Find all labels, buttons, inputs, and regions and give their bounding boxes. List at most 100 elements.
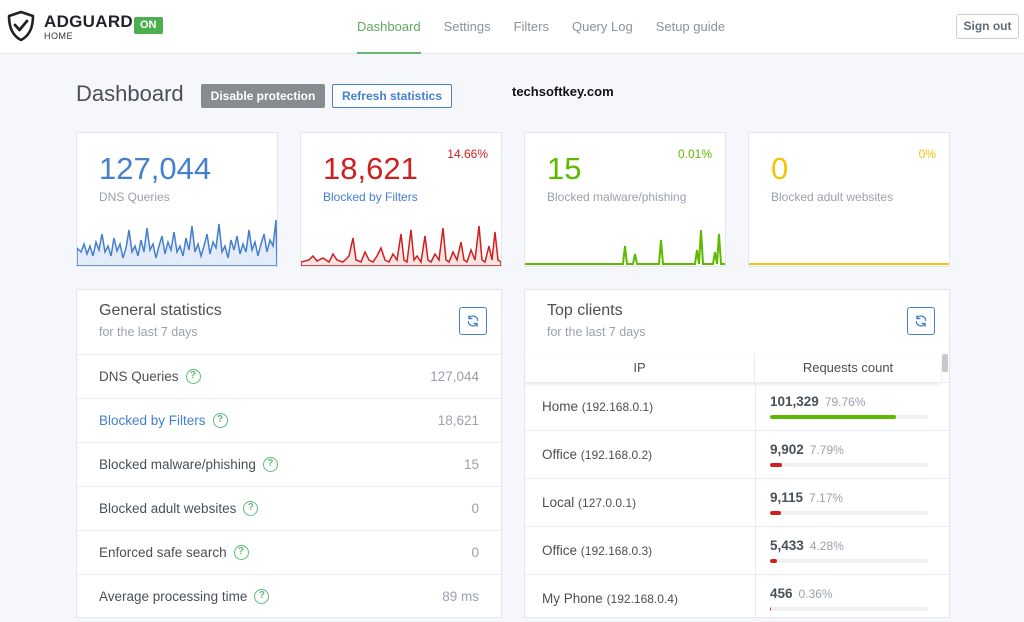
top-header: ADGUARD HOME ON Dashboard Settings Filte… (0, 0, 1024, 54)
stat-row-malware: Blocked malware/phishing? 15 (77, 442, 501, 486)
help-icon[interactable]: ? (185, 369, 201, 384)
request-count: 456 0.36% (770, 586, 833, 601)
stat-percent: 14.66% (447, 147, 488, 161)
request-percent: 0.36% (798, 587, 833, 601)
stat-label: Blocked adult websites (771, 190, 894, 204)
request-progress-bar (770, 559, 928, 563)
client-name-text: Home (542, 399, 579, 414)
client-ip: (127.0.0.1) (578, 496, 637, 510)
client-row: My Phone (192.168.0.4) 456 0.36% (525, 574, 949, 617)
stat-value: 0 (771, 151, 789, 186)
sparkline-dns-queries (77, 219, 277, 266)
help-icon[interactable]: ? (262, 457, 278, 472)
column-divider (755, 479, 756, 527)
client-row: Office (192.168.0.3) 5,433 4.28% (525, 526, 949, 575)
request-count: 5,433 4.28% (770, 538, 844, 553)
stat-label: DNS Queries (99, 190, 170, 204)
stat-percent: 0.01% (677, 147, 712, 161)
client-row: Home (192.168.0.1) 101,329 79.76% (525, 382, 949, 431)
shield-check-icon (7, 10, 35, 42)
client-ip: (192.168.0.3) (580, 544, 653, 558)
help-icon[interactable]: ? (212, 413, 228, 428)
row-label: Blocked adult websites? (99, 501, 259, 516)
request-percent: 79.76% (824, 395, 866, 409)
column-divider (755, 431, 756, 479)
page-title: Dashboard (76, 81, 184, 106)
top-clients-panel: Top clients for the last 7 days IP Reque… (524, 289, 950, 618)
watermark-text: techsoftkey.com (512, 84, 614, 99)
client-ip: (192.168.0.1) (581, 400, 654, 414)
refresh-icon (467, 315, 479, 327)
row-value: 127,044 (430, 369, 479, 384)
clients-refresh-button[interactable] (907, 307, 935, 335)
client-row: Office (192.168.0.2) 9,902 7.79% (525, 430, 949, 479)
sign-out-button[interactable]: Sign out (956, 14, 1019, 39)
help-icon[interactable]: ? (254, 589, 270, 604)
request-count-value: 101,329 (770, 394, 819, 409)
stat-value: 127,044 (99, 151, 212, 186)
request-count: 101,329 79.76% (770, 394, 866, 409)
column-header-requests[interactable]: Requests count (802, 360, 894, 375)
client-name-text: Office (542, 447, 578, 462)
row-value: 18,621 (437, 413, 479, 428)
stat-value: 18,621 (323, 151, 418, 186)
row-label-text: Enforced safe search (99, 545, 227, 560)
brand-subtitle: HOME (44, 31, 73, 41)
nav-settings[interactable]: Settings (443, 19, 491, 34)
stat-value: 15 (547, 151, 582, 186)
progress-fill (770, 415, 897, 419)
client-name: My Phone (192.168.0.4) (542, 591, 678, 606)
progress-fill (770, 607, 772, 611)
client-ip: (192.168.0.4) (606, 592, 678, 606)
request-progress-bar (770, 415, 928, 419)
row-label-text: Blocked adult websites (99, 501, 237, 516)
nav-filters[interactable]: Filters (513, 19, 549, 34)
panel-title: Top clients (547, 302, 623, 319)
stat-row-adult: Blocked adult websites? 0 (77, 486, 501, 530)
row-label: Blocked by Filters? (99, 413, 228, 428)
column-divider (755, 527, 756, 575)
row-label-text: Blocked malware/phishing (99, 457, 256, 472)
panel-subtitle: for the last 7 days (547, 325, 646, 339)
request-count-value: 9,115 (770, 490, 804, 505)
disable-protection-button[interactable]: Disable protection (201, 84, 325, 108)
nav-dashboard[interactable]: Dashboard (357, 0, 421, 54)
row-label: Blocked malware/phishing? (99, 457, 278, 472)
row-value: 15 (463, 457, 479, 472)
refresh-statistics-button[interactable]: Refresh statistics (332, 84, 452, 108)
panel-title: General statistics (99, 302, 222, 319)
help-icon[interactable]: ? (243, 501, 259, 516)
nav-setup-guide[interactable]: Setup guide (655, 19, 726, 34)
stat-card-adult: 0 Blocked adult websites 0% (748, 132, 950, 267)
request-percent: 7.79% (809, 443, 844, 457)
column-divider (755, 383, 756, 431)
general-statistics-panel: General statistics for the last 7 days D… (76, 289, 502, 618)
client-row: Local (127.0.0.1) 9,115 7.17% (525, 478, 949, 527)
table-scrollbar[interactable] (942, 354, 948, 372)
stat-card-blocked-filters: 18,621 Blocked by Filters 14.66% (300, 132, 502, 267)
client-name: Office (192.168.0.3) (542, 543, 652, 558)
column-header-ip[interactable]: IP (525, 354, 755, 382)
brand-name: ADGUARD (44, 12, 133, 31)
stat-row-safe-search: Enforced safe search? 0 (77, 530, 501, 574)
column-divider (755, 575, 756, 617)
row-label-link[interactable]: Blocked by Filters (99, 413, 206, 428)
request-percent: 7.17% (809, 491, 844, 505)
sparkline-blocked-filters (301, 225, 501, 266)
client-name: Home (192.168.0.1) (542, 399, 653, 414)
refresh-icon (915, 315, 927, 327)
progress-fill (770, 463, 783, 467)
request-progress-bar (770, 511, 928, 515)
general-refresh-button[interactable] (459, 307, 487, 335)
request-count-value: 9,902 (770, 442, 804, 457)
client-name-text: Local (542, 495, 575, 510)
panel-subtitle: for the last 7 days (99, 325, 198, 339)
help-icon[interactable]: ? (233, 545, 249, 560)
nav-query-log[interactable]: Query Log (571, 19, 633, 34)
stat-label: Blocked malware/phishing (547, 190, 687, 204)
request-count-value: 5,433 (770, 538, 804, 553)
stat-row-blocked-filters: Blocked by Filters? 18,621 (77, 398, 501, 442)
client-name: Office (192.168.0.2) (542, 447, 652, 462)
request-count-value: 456 (770, 586, 793, 601)
row-value: 0 (471, 545, 479, 560)
